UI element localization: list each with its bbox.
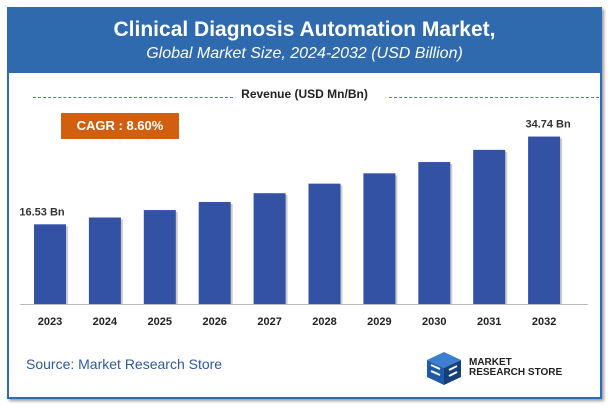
x-tick-label: 2025 [148, 316, 172, 328]
x-tick-label: 2024 [93, 316, 118, 328]
x-tick-label: 2027 [257, 316, 281, 328]
bar-2029 [363, 173, 396, 304]
chart-frame: Clinical Diagnosis Automation Market, Gl… [7, 7, 602, 399]
x-tick-label: 2032 [532, 316, 556, 328]
x-tick-label: 2029 [367, 316, 391, 328]
cagr-badge: CAGR : 8.60% [61, 113, 179, 139]
logo-cube-icon [427, 352, 461, 385]
data-label: 16.53 Bn [19, 206, 65, 218]
chart-title: Clinical Diagnosis Automation Market, [113, 18, 496, 41]
bar-2025 [143, 210, 176, 304]
bar-2028 [308, 183, 341, 304]
x-tick-label: 2028 [312, 316, 336, 328]
bar-2023 [34, 224, 66, 304]
bar-2032 [528, 136, 561, 304]
data-label: 34.74 Bn [525, 119, 571, 131]
bar-2024 [88, 217, 121, 304]
bar-2027 [253, 193, 286, 304]
header: Clinical Diagnosis Automation Market, Gl… [9, 9, 600, 73]
divider-left [33, 97, 233, 98]
x-tick-label: 2030 [422, 316, 446, 328]
bar-2030 [418, 162, 451, 304]
logo: MARKET RESEARCH STORE [425, 350, 562, 386]
bar-2031 [473, 149, 506, 304]
x-tick-label: 2023 [38, 316, 62, 328]
bar-2026 [198, 201, 231, 304]
logo-line2: RESEARCH STORE [469, 367, 563, 378]
divider-right [389, 97, 599, 98]
x-tick-label: 2026 [202, 316, 226, 328]
source-text: Source: Market Research Store [26, 356, 223, 372]
logo-line1: MARKET [469, 357, 512, 368]
revenue-label: Revenue (USD Mn/Bn) [241, 87, 368, 101]
chart-subtitle: Global Market Size, 2024-2032 (USD Billi… [146, 45, 463, 62]
x-tick-label: 2031 [477, 316, 501, 328]
